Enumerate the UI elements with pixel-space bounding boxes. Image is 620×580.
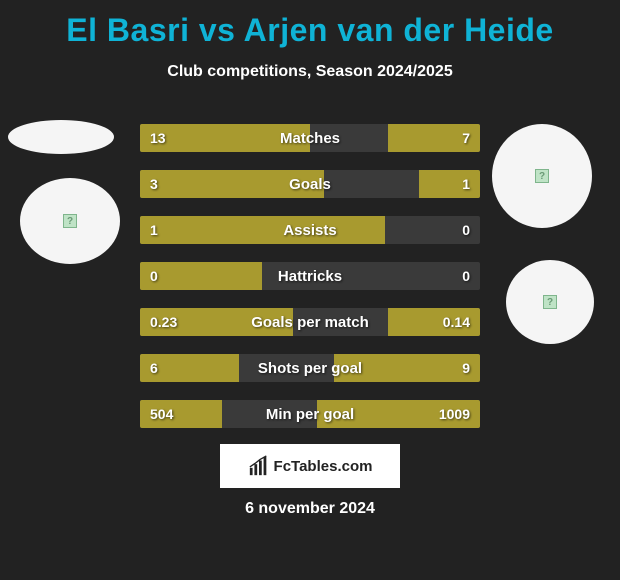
stat-value-right: 0 [462,216,470,244]
branding-text: FcTables.com [274,458,373,475]
stat-bar-left [140,216,385,244]
stat-bar-right [317,400,480,428]
page-subtitle: Club competitions, Season 2024/2025 [0,63,620,81]
stat-bar-right [388,124,480,152]
stat-row: Goals per match0.230.14 [140,308,480,336]
stat-row: Hattricks00 [140,262,480,290]
stat-bar-left [140,354,239,382]
stat-row: Min per goal5041009 [140,400,480,428]
player-right-avatar-top: ? [492,124,592,228]
stat-bar-left [140,308,293,336]
stat-bar-left [140,124,310,152]
player-left-avatar-top [8,120,114,154]
stat-bar-right [388,308,480,336]
stat-row: Goals31 [140,170,480,198]
image-placeholder-icon: ? [535,169,549,183]
stat-value-right: 0 [462,262,470,290]
stat-bar-right [419,170,480,198]
bar-chart-icon [248,455,270,477]
stat-bar-left [140,170,324,198]
image-placeholder-icon: ? [63,214,77,228]
stat-row: Assists10 [140,216,480,244]
stat-bar-left [140,262,262,290]
player-left-avatar-bottom: ? [20,178,120,264]
stat-row: Matches137 [140,124,480,152]
comparison-bars: Matches137 Goals31 Assists10 Hattricks00 Goa… [140,124,480,446]
stat-bar-right [334,354,480,382]
page-date: 6 november 2024 [0,500,620,518]
image-placeholder-icon: ? [543,295,557,309]
branding-badge: FcTables.com [220,444,400,488]
stat-row: Shots per goal69 [140,354,480,382]
stat-bar-left [140,400,222,428]
player-right-avatar-bottom: ? [506,260,594,344]
page-title: El Basri vs Arjen van der Heide [0,0,620,49]
